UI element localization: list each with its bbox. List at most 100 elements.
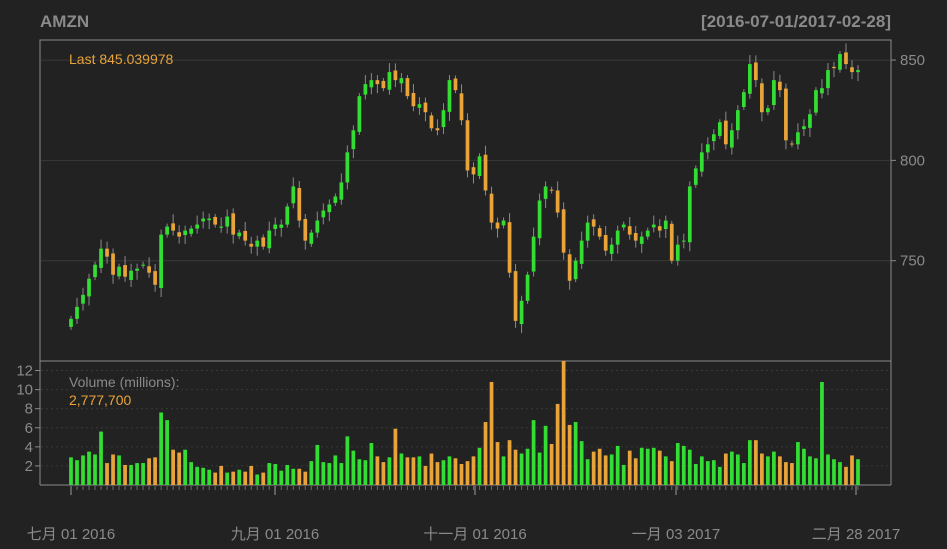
volume-bar <box>381 462 386 485</box>
candle-body <box>93 264 97 278</box>
volume-bar <box>159 412 163 485</box>
volume-bar <box>651 447 656 485</box>
volume-bar <box>748 440 752 485</box>
volume-bar <box>345 436 350 485</box>
volume-bar <box>441 460 446 485</box>
candle-body <box>838 54 842 70</box>
x-tick-label: 二月 28 2017 <box>812 526 900 543</box>
candle-body <box>321 210 326 218</box>
candle-body <box>561 209 566 253</box>
candle-body <box>591 219 596 227</box>
candle-body <box>597 228 602 237</box>
candle-body <box>741 92 746 108</box>
volume-bar <box>844 466 848 485</box>
candle-body <box>766 108 770 113</box>
volume-bar <box>351 450 356 485</box>
candle-body <box>195 224 200 229</box>
candle-body <box>363 84 368 95</box>
x-tick-label: 七月 01 2016 <box>27 526 115 543</box>
volume-bar <box>393 428 398 485</box>
candle-body <box>375 80 380 85</box>
candle-body <box>555 190 560 213</box>
candle-body <box>417 104 422 108</box>
candle-body <box>201 218 206 222</box>
candle-body <box>549 189 554 191</box>
volume-bar <box>81 455 85 485</box>
volume-bar <box>231 471 236 485</box>
candle-body <box>657 226 662 231</box>
candle-body <box>784 88 788 141</box>
volume-bar <box>327 463 332 485</box>
candle-body <box>465 120 470 171</box>
volume-bar <box>153 457 157 485</box>
volume-bar <box>417 456 422 485</box>
candle-body <box>735 110 740 131</box>
candle-body <box>441 110 446 128</box>
candle-body <box>856 70 860 73</box>
candle-body <box>585 222 590 241</box>
candle-body <box>681 240 686 242</box>
candle-body <box>249 243 254 247</box>
candle-body <box>453 78 458 91</box>
candle-body <box>123 265 127 277</box>
volume-bar <box>741 463 746 485</box>
volume-bar <box>627 450 632 485</box>
candle-body <box>820 88 824 94</box>
candle-body <box>808 114 812 128</box>
volume-bar <box>754 440 758 485</box>
volume-ytick-label: 2 <box>25 458 33 475</box>
candle-body <box>213 216 218 225</box>
candle-body <box>387 72 392 90</box>
candle-body <box>772 80 776 106</box>
volume-bar <box>429 453 434 485</box>
candle-body <box>471 167 476 175</box>
candle-body <box>748 64 752 94</box>
candle-body <box>621 224 626 228</box>
candle-body <box>297 188 302 221</box>
volume-bar <box>255 474 260 485</box>
volume-bar <box>261 472 266 485</box>
candle-body <box>850 67 854 73</box>
volume-gridlines <box>35 370 890 467</box>
candle-body <box>153 271 157 285</box>
candle-body <box>303 218 308 241</box>
candle-body <box>639 236 644 244</box>
volume-bar <box>363 460 368 485</box>
volume-bar <box>453 458 458 485</box>
volume-bar <box>165 420 169 485</box>
volume-bar <box>297 468 302 485</box>
candle-body <box>531 236 536 272</box>
candle-body <box>501 220 506 226</box>
volume-bar <box>405 457 410 485</box>
volume-bar <box>675 443 680 485</box>
volume-bar <box>243 471 248 485</box>
volume-title: Volume (millions): <box>69 374 179 390</box>
volume-bar <box>603 455 608 485</box>
candle-body <box>675 244 680 261</box>
volume-bar <box>117 455 121 485</box>
candle-body <box>844 52 848 65</box>
candle-body <box>790 143 794 145</box>
volume-bar <box>219 465 224 485</box>
volume-bar <box>856 459 860 485</box>
volume-bar <box>99 431 103 485</box>
volume-bar <box>850 455 854 485</box>
volume-bar <box>267 463 272 485</box>
candle-body <box>333 196 338 203</box>
volume-bar <box>93 454 97 485</box>
candle-body <box>802 126 806 130</box>
candle-body <box>147 266 151 273</box>
candle-body <box>693 168 698 185</box>
volume-bar <box>729 451 734 485</box>
volume-bar <box>189 462 194 485</box>
volume-bar <box>507 440 512 485</box>
volume-bar <box>826 454 830 485</box>
volume-bar <box>778 456 782 485</box>
volume-bar <box>669 461 674 485</box>
volume-bar <box>423 465 428 485</box>
volume-bar <box>411 457 416 485</box>
candle-body <box>814 90 818 113</box>
candle-body <box>645 230 650 237</box>
volume-bar <box>471 456 476 485</box>
volume-bar <box>705 461 710 485</box>
